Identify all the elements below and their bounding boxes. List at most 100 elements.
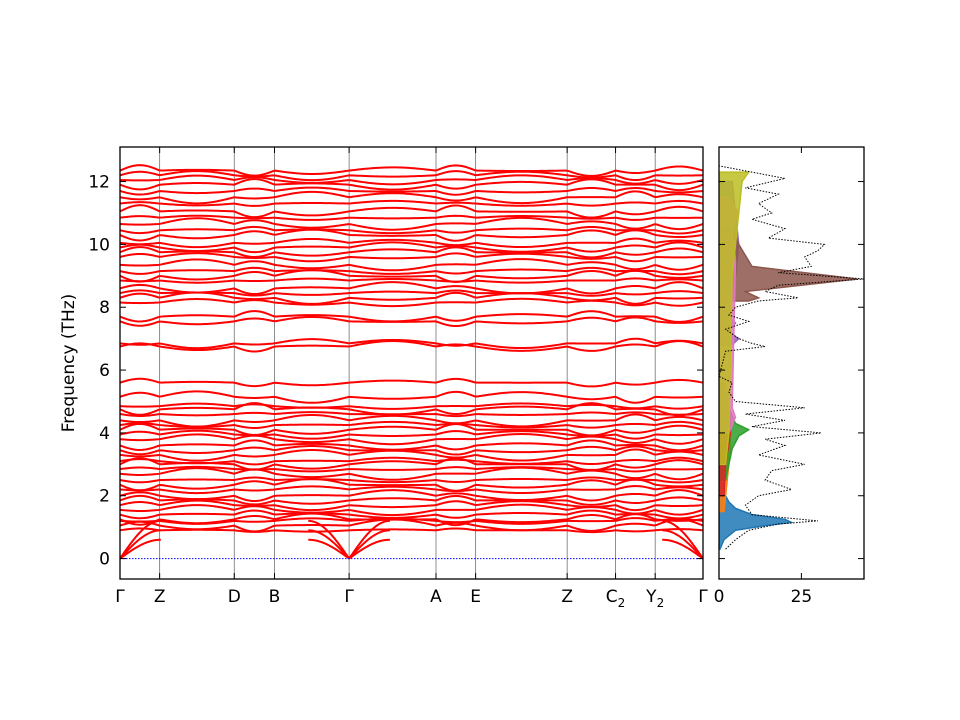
band-line: [120, 164, 703, 177]
x-tick-label: Z: [154, 587, 166, 607]
x-tick-label: B: [269, 587, 281, 607]
band-line: [120, 494, 703, 506]
x-tick-label: E: [470, 587, 481, 607]
band-line: [120, 237, 703, 249]
band-line: [120, 476, 703, 484]
band-line: [120, 170, 703, 182]
acoustic-branch: [662, 538, 703, 560]
band-line: [120, 444, 703, 456]
band-line: [120, 281, 703, 296]
acoustic-branch: [308, 529, 350, 560]
acoustic-branch: [348, 529, 390, 560]
band-line: [120, 340, 703, 353]
band-line: [120, 489, 703, 503]
band-line: [120, 178, 703, 192]
acoustic-branch: [662, 529, 703, 560]
x-tick-label: Z: [561, 587, 573, 607]
band-line: [120, 413, 703, 428]
acoustic-branch: [348, 538, 390, 560]
band-line: [120, 199, 703, 207]
dos-y-ticks: [719, 181, 864, 560]
x-tick-label: Γ: [115, 587, 125, 607]
band-line: [120, 315, 703, 328]
dos-panel: 0 25: [714, 146, 865, 607]
band-line: [120, 420, 703, 429]
band-line: [120, 246, 703, 259]
band-line: [120, 448, 703, 462]
band-line: [120, 477, 703, 492]
y-axis-label: Frequency (THz): [59, 294, 79, 433]
band-line: [120, 456, 703, 466]
dos-x-tick-label: 25: [791, 587, 813, 607]
band-line: [120, 377, 703, 388]
band-line: [120, 214, 703, 221]
y-tick-label: 4: [99, 424, 110, 444]
band-line: [120, 258, 703, 272]
band-line: [120, 289, 703, 297]
band-line: [120, 186, 703, 196]
y-tick-label: 0: [99, 550, 110, 570]
band-line: [120, 509, 703, 520]
y-tick-label: 12: [88, 173, 110, 193]
band-line: [120, 204, 703, 219]
band-line: [120, 433, 703, 446]
acoustic-branch: [308, 538, 350, 560]
band-line: [120, 429, 703, 440]
x-tick-label: C2: [606, 587, 626, 610]
band-line: [120, 390, 703, 404]
acoustic-branch: [348, 519, 390, 560]
acoustic-branch: [120, 538, 161, 560]
band-line: [120, 422, 703, 437]
band-line: [120, 216, 703, 231]
acoustic-branch: [308, 519, 350, 560]
band-plot-frame: [119, 146, 704, 580]
x-tick-label: A: [430, 587, 442, 607]
band-line: [120, 291, 703, 305]
y-tick-label: 8: [99, 298, 110, 318]
total-dos-line: [719, 165, 864, 550]
band-line: [120, 465, 703, 473]
band-line: [120, 402, 703, 410]
band-line: [120, 297, 703, 308]
band-line: [120, 485, 703, 495]
band-line: [120, 269, 703, 283]
band-line: [120, 277, 703, 284]
x-tick-label: D: [228, 587, 241, 607]
band-line: [120, 228, 703, 242]
band-line: [120, 512, 703, 527]
dos-plot-background: [719, 147, 864, 579]
band-line: [120, 190, 703, 205]
x-tick-label: Y2: [645, 587, 664, 610]
high-symmetry-lines: [159, 147, 656, 579]
dos-x-ticks: 0 25: [714, 147, 813, 607]
band-line: [120, 527, 703, 534]
acoustic-branch: [120, 519, 161, 560]
band-line: [120, 439, 703, 452]
band-x-ticks: Γ Z D B Γ A E Z C2 Y2 Γ: [115, 147, 708, 610]
band-line: [120, 466, 703, 481]
y-tick-label: 2: [99, 487, 110, 507]
y-tick-label: 6: [99, 361, 110, 381]
band-lines: [120, 164, 703, 560]
band-line: [120, 225, 703, 235]
y-tick-label: 10: [88, 235, 110, 255]
dos-plot-frame: [718, 146, 865, 580]
band-line: [120, 252, 703, 263]
projected-dos-series: [719, 171, 751, 466]
acoustic-branch: [120, 529, 161, 560]
dos-x-tick-label: 0: [714, 587, 725, 607]
acoustic-branch: [662, 519, 703, 560]
band-line: [120, 337, 703, 350]
band-y-ticks: 0 2 4 6 8 10 12: [88, 173, 703, 570]
band-line: [120, 503, 703, 517]
band-structure-panel: 0 2 4 6 8 10 12 Γ Z D B Γ A E Z C2 Y2 Γ Frequency (THz): [59, 146, 708, 610]
x-tick-label: Γ: [344, 587, 354, 607]
band-line: [120, 266, 703, 276]
band-line: [120, 174, 703, 186]
band-line: [120, 241, 703, 254]
band-line: [120, 499, 703, 512]
band-line: [120, 310, 703, 323]
total-dos-curve: [719, 165, 864, 550]
band-line: [120, 518, 703, 533]
